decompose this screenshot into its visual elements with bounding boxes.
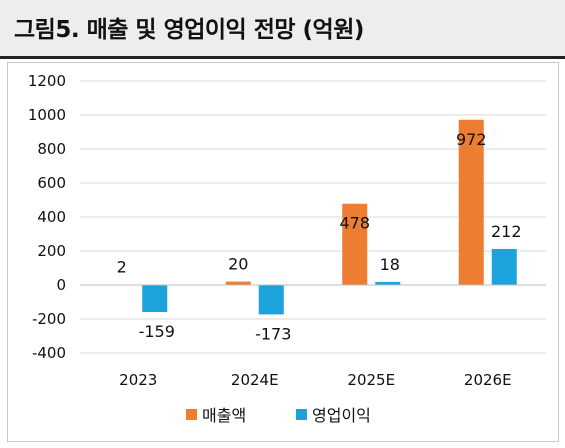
bar [258,285,284,315]
legend-swatch [296,409,307,420]
bar [225,281,251,285]
y-tick-label: 600 [37,174,66,192]
header-divider [0,56,565,59]
x-tick-label: 2023 [119,371,157,389]
x-axis-ticks: 2023 2024E 2025E 2026E [119,371,511,389]
y-tick-label: -200 [32,310,66,328]
chart-header: 그림5. 매출 및 영업이익 전망 (억원) [0,0,565,56]
legend: 매출액 영업이익 [186,406,371,425]
y-tick-label: 0 [56,276,66,294]
legend-label: 영업이익 [312,406,371,425]
bar [142,285,168,313]
y-axis-ticks: -400 -200 0 200 400 600 800 1000 1200 [28,72,66,362]
bar [342,203,368,285]
data-label: -159 [139,322,175,341]
x-tick-label: 2025E [347,371,395,389]
data-label: -173 [255,324,291,343]
data-label: 972 [456,130,487,149]
data-label: 2 [117,258,127,277]
data-label: 20 [228,255,248,274]
data-label: 212 [491,222,522,241]
legend-swatch [186,409,197,420]
y-tick-label: 200 [37,242,66,260]
y-tick-label: -400 [32,344,66,362]
bars [109,119,517,315]
y-tick-label: 400 [37,208,66,226]
legend-label: 매출액 [202,406,246,425]
data-label: 18 [380,255,400,274]
bar [375,281,401,285]
y-tick-label: 800 [37,140,66,158]
chart-title: 그림5. 매출 및 영업이익 전망 (억원) [14,17,364,43]
bar [458,119,484,285]
x-tick-label: 2026E [464,371,512,389]
bar [491,248,517,285]
data-labels: 2 20 478 972 -159 -173 18 212 [117,130,522,344]
y-tick-label: 1200 [28,72,66,90]
y-tick-label: 1000 [28,106,66,124]
x-tick-label: 2024E [231,371,279,389]
data-label: 478 [339,214,370,233]
